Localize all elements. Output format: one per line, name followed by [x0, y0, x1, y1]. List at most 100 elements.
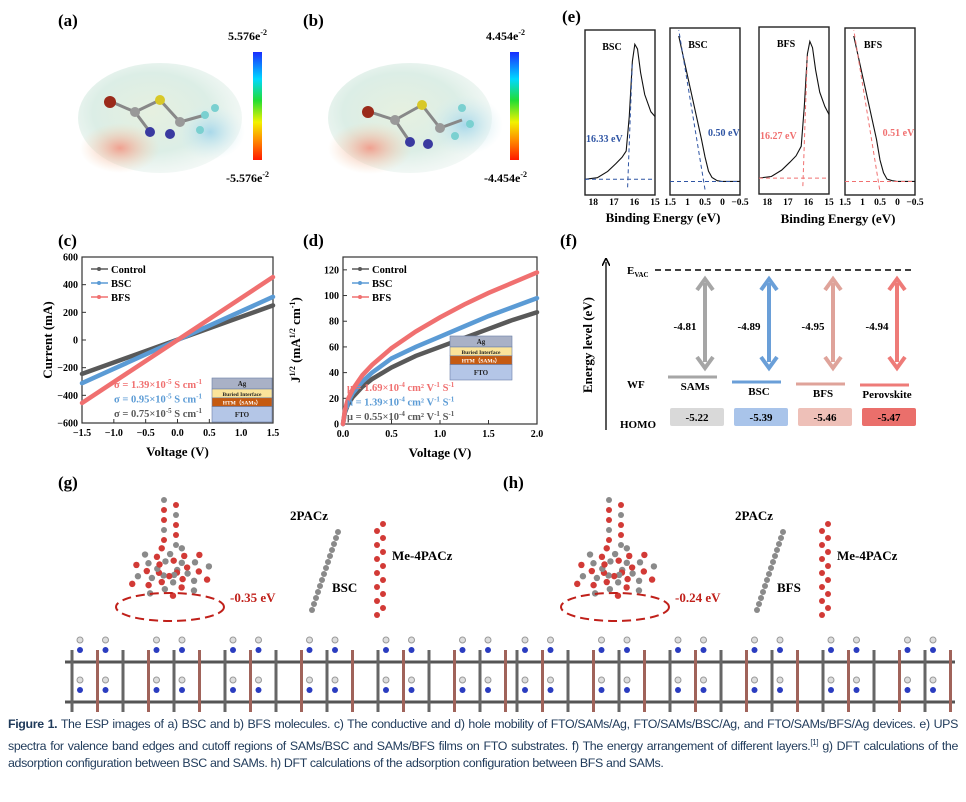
- atom: [606, 537, 612, 543]
- atom: [640, 568, 648, 575]
- atom: [700, 647, 707, 653]
- energy-level-diagram: Energy level (eV) EVAC WF HOMO -4.81 SAMs -5.2…: [580, 262, 916, 431]
- atom: [374, 612, 380, 618]
- inset-layer: [449, 364, 513, 381]
- atom: [603, 578, 610, 586]
- wf-value: -4.89: [738, 321, 761, 333]
- annotation: μ = 1.69×10-4 cm² V-1 S-1: [347, 381, 455, 394]
- atom: [618, 532, 624, 538]
- atom: [380, 521, 386, 527]
- atom: [484, 636, 492, 644]
- atom: [590, 581, 597, 589]
- layer-name: SAMs: [681, 381, 710, 393]
- atom: [547, 636, 554, 644]
- atom: [459, 647, 466, 653]
- atom: [169, 579, 177, 586]
- homo-value: -5.22: [686, 412, 709, 424]
- arrow-head-down: [759, 355, 779, 372]
- molecule-label-me-4pacz: Me-4PACz: [837, 548, 898, 563]
- legend-label: BFS: [372, 293, 391, 304]
- atom: [904, 636, 911, 644]
- inset-layer: [211, 406, 273, 423]
- bromine-atom: [104, 96, 116, 108]
- atom: [161, 497, 167, 503]
- x-tick-label: 15: [650, 198, 660, 208]
- atom: [153, 676, 160, 684]
- atom: [641, 551, 648, 559]
- atom: [230, 647, 236, 653]
- x-axis-label: Binding Energy (eV): [606, 210, 721, 225]
- arrow-head-up: [695, 275, 715, 292]
- interaction-ellipse: [115, 592, 225, 622]
- atom: [930, 687, 936, 693]
- atom: [183, 564, 191, 571]
- arrow-head-up: [759, 275, 779, 292]
- atom: [579, 573, 587, 580]
- atom: [191, 559, 199, 566]
- colorbar-b: 4.454e-2 -4.454e-2: [484, 28, 527, 185]
- x-tick-label: 1: [685, 198, 690, 208]
- atom: [102, 676, 109, 684]
- legend-label: BSC: [111, 279, 131, 290]
- homo-box: [862, 408, 916, 426]
- y-tick-label: 40: [329, 368, 339, 379]
- atom: [374, 570, 380, 576]
- atom: [819, 542, 825, 548]
- atom: [650, 563, 658, 570]
- x-axis-label: Binding Energy (eV): [781, 211, 896, 226]
- atom: [764, 577, 770, 583]
- atom: [606, 585, 614, 593]
- atom: [408, 676, 415, 684]
- atom: [827, 676, 835, 684]
- edge-value: 0.50 eV: [708, 128, 740, 139]
- y-tick-label: 200: [63, 308, 78, 319]
- atom: [143, 567, 151, 575]
- atom: [178, 636, 186, 644]
- atom: [611, 550, 619, 558]
- atom: [321, 571, 327, 577]
- atom: [853, 647, 860, 653]
- atom: [624, 687, 630, 693]
- atom: [380, 577, 386, 583]
- atom: [700, 676, 707, 684]
- atom: [380, 549, 386, 555]
- atom: [590, 560, 597, 567]
- atom: [408, 636, 415, 644]
- atom: [760, 589, 766, 595]
- x-tick-label: 17: [609, 198, 619, 208]
- atom: [578, 561, 585, 569]
- caption-text-1: The ESP images of a) BSC and b) BFS mole…: [8, 717, 958, 753]
- caption-text-2: g) DFT calculations of the adsorption co…: [8, 738, 958, 771]
- atom: [825, 605, 831, 611]
- atom: [624, 575, 631, 583]
- atom: [618, 502, 624, 508]
- molecule-label-2pacz: 2PACz: [290, 508, 328, 523]
- atom: [161, 507, 167, 513]
- x-tick-label: 15: [824, 198, 834, 208]
- atom: [205, 563, 213, 570]
- chart-ups-spectra: BSC 16.33 eV 18 17 16 15 BSC 0.50 eV 1.5 1 0.5 0 −0.…: [584, 26, 924, 226]
- atom: [751, 636, 758, 644]
- panel-label-g: (g): [58, 473, 78, 492]
- atom: [178, 584, 185, 591]
- x-tick-label: 16: [804, 198, 814, 208]
- atom: [162, 558, 169, 565]
- atom: [309, 607, 315, 613]
- legend-label: Control: [111, 265, 146, 276]
- atom: [158, 545, 165, 552]
- energy-layer-bsc: -4.89 BSC -5.39: [732, 275, 788, 426]
- homo-label: HOMO: [620, 419, 656, 431]
- x-tick-label: 1: [860, 198, 865, 208]
- atom: [178, 559, 185, 567]
- colorbar-b-max: 4.454e-2: [486, 28, 525, 43]
- arrow-head-down: [695, 355, 715, 372]
- atom: [181, 552, 188, 560]
- inset-layer-label: Buried Interface: [223, 392, 263, 398]
- atom: [323, 565, 329, 571]
- atom: [777, 647, 783, 653]
- atom: [153, 553, 161, 561]
- x-tick-label: 1.5: [839, 198, 851, 208]
- atom: [331, 541, 337, 547]
- atom: [904, 687, 911, 693]
- atom: [819, 584, 825, 590]
